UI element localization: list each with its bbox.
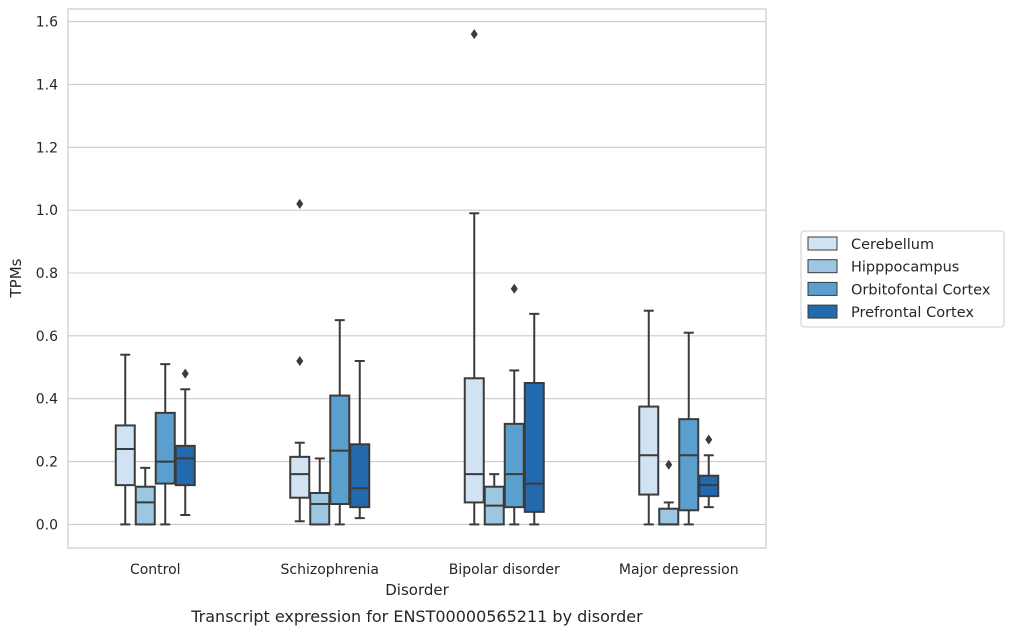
legend-label: Orbitofontal Cortex bbox=[851, 282, 991, 298]
x-axis-label: Disorder bbox=[385, 581, 449, 599]
box-prefrontal-cortex bbox=[349, 360, 371, 520]
y-tick-label: 0.0 bbox=[36, 517, 58, 533]
legend-swatch bbox=[807, 281, 838, 296]
box-prefrontal-cortex bbox=[698, 434, 720, 509]
legend-frame bbox=[800, 230, 1005, 328]
x-tick-label: Control bbox=[130, 562, 181, 578]
plot-frame bbox=[67, 8, 767, 549]
outlier-point bbox=[181, 368, 189, 379]
legend-swatch bbox=[807, 304, 838, 319]
y-tick-label: 1.0 bbox=[36, 203, 58, 219]
x-tick-label: Major depression bbox=[619, 562, 739, 578]
box-orbitofontal-cortex bbox=[154, 363, 176, 526]
iqr-box bbox=[309, 492, 331, 526]
box-orbitofontal-cortex bbox=[503, 283, 525, 526]
outlier-point bbox=[510, 283, 518, 294]
outlier-point bbox=[296, 198, 304, 209]
box-cerebellum bbox=[463, 29, 485, 526]
iqr-box bbox=[678, 418, 700, 512]
x-tick-label: Schizophrenia bbox=[281, 562, 379, 578]
legend-label: Prefrontal Cortex bbox=[851, 305, 974, 321]
iqr-box bbox=[154, 411, 176, 485]
outlier-point bbox=[665, 459, 673, 470]
legend-label: Hipppocampus bbox=[851, 260, 959, 276]
box-cerebellum bbox=[289, 198, 311, 523]
y-tick-label: 0.2 bbox=[36, 455, 58, 471]
iqr-box bbox=[349, 443, 371, 509]
iqr-box bbox=[658, 507, 680, 526]
y-tick-label: 0.8 bbox=[36, 266, 58, 282]
outlier-point bbox=[296, 356, 304, 366]
box-orbitofontal-cortex bbox=[329, 319, 351, 526]
iqr-box bbox=[638, 405, 660, 496]
box-hipppocampus bbox=[309, 457, 331, 526]
iqr-box bbox=[134, 485, 156, 526]
iqr-box bbox=[503, 422, 525, 509]
legend-label: Cerebellum bbox=[851, 237, 934, 253]
iqr-box bbox=[174, 444, 196, 487]
box-hipppocampus bbox=[483, 473, 505, 526]
iqr-box bbox=[289, 455, 311, 499]
box-prefrontal-cortex bbox=[523, 312, 545, 526]
legend-swatch bbox=[807, 259, 838, 274]
legend: Cerebellum Hipppocampus Orbitofontal Corte… bbox=[800, 230, 1005, 328]
y-tick-label: 1.2 bbox=[36, 140, 58, 156]
boxes bbox=[114, 29, 720, 526]
chart-caption: Transcript expression for ENST0000056521… bbox=[190, 607, 643, 626]
legend-swatch bbox=[807, 236, 838, 251]
box-cerebellum bbox=[638, 309, 660, 526]
box-hipppocampus bbox=[658, 459, 680, 526]
iqr-box bbox=[114, 424, 136, 487]
box-cerebellum bbox=[114, 353, 136, 526]
outlier-point bbox=[470, 29, 478, 40]
outlier-point bbox=[705, 434, 713, 445]
y-axis-label: TPMs bbox=[7, 258, 25, 298]
iqr-box bbox=[463, 377, 485, 504]
legend-items: Cerebellum Hipppocampus Orbitofontal Corte… bbox=[807, 236, 991, 321]
y-tick-labels: 0.0 0.2 0.4 0.6 0.8 1.0 1.2 1.4 1.6 bbox=[36, 15, 58, 534]
iqr-box bbox=[523, 382, 545, 513]
y-tick-label: 0.6 bbox=[36, 329, 58, 345]
x-tick-label: Bipolar disorder bbox=[449, 562, 560, 578]
box-prefrontal-cortex bbox=[174, 368, 196, 516]
y-tick-label: 1.6 bbox=[36, 15, 58, 31]
box-orbitofontal-cortex bbox=[678, 331, 700, 526]
y-tick-label: 1.4 bbox=[36, 77, 58, 93]
box-hipppocampus bbox=[134, 466, 156, 526]
x-tick-labels: Control Schizophrenia Bipolar disorder Majo… bbox=[130, 562, 739, 578]
y-tick-label: 0.4 bbox=[36, 392, 58, 408]
